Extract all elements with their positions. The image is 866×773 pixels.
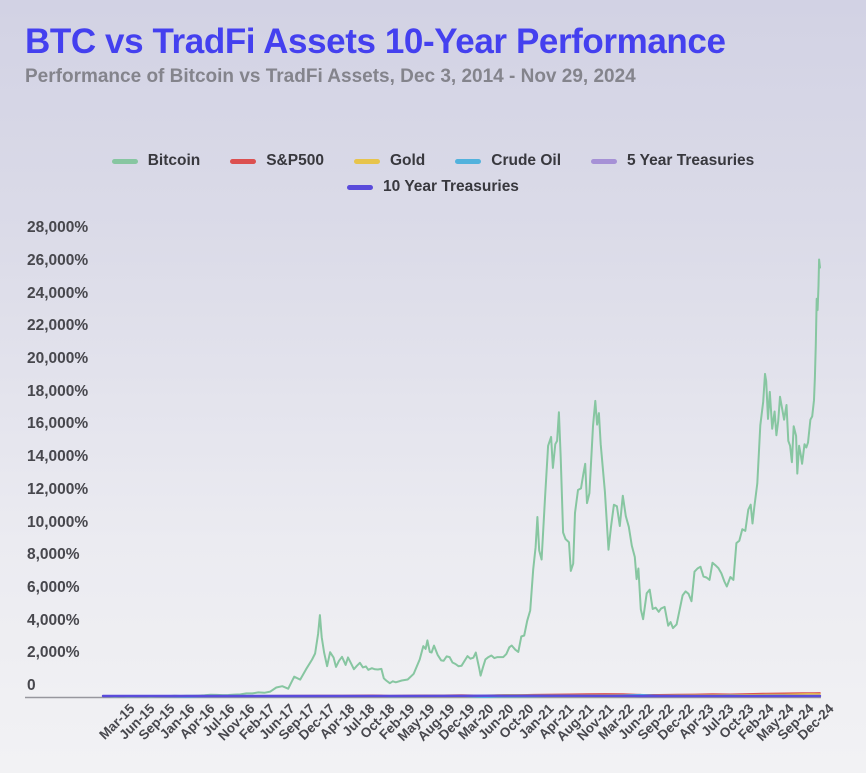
legend-item-gold: Gold [353, 152, 426, 170]
legend-label: Crude Oil [491, 152, 562, 169]
y-tick-label: 2,000% [27, 644, 80, 662]
page-title: BTC vs TradFi Assets 10-Year Performance [25, 22, 726, 61]
y-tick-label: 4,000% [27, 611, 80, 629]
y-tick-label: 18,000% [27, 382, 89, 400]
legend-swatch-icon [353, 158, 380, 164]
legend-item-bitcoin: Bitcoin [111, 152, 201, 170]
legend-swatch-icon [591, 158, 618, 164]
y-tick-label: 20,000% [27, 350, 89, 367]
legend-swatch-icon [347, 184, 374, 190]
y-tick-label: 26,000% [27, 251, 89, 269]
legend-label: 5 Year Treasuries [627, 152, 755, 169]
legend-item-5-year-treasuries: 5 Year Treasuries [591, 152, 754, 170]
legend-row: Bitcoin S&P500 Gold Crude Oil 5 Year Treasur… [0, 148, 866, 174]
y-tick-label: 0 [27, 677, 36, 694]
legend-swatch-icon [455, 158, 482, 164]
y-tick-label: 14,000% [27, 448, 89, 466]
y-tick-label: 10,000% [27, 513, 89, 531]
legend-item-s-p500: S&P500 [230, 152, 324, 170]
chart-legend: Bitcoin S&P500 Gold Crude Oil 5 Year Treasur… [0, 148, 866, 200]
y-tick-label: 22,000% [27, 317, 89, 335]
y-tick-label: 16,000% [27, 415, 89, 433]
legend-label: Bitcoin [147, 152, 201, 169]
legend-label: 10 Year Treasuries [383, 178, 519, 195]
y-tick-label: 6,000% [27, 578, 80, 596]
legend-item-crude-oil: Crude Oil [455, 152, 561, 170]
y-tick-label: 12,000% [27, 480, 89, 498]
legend-swatch-icon [230, 158, 257, 164]
legend-swatch-icon [111, 158, 138, 164]
y-tick-label: 28,000% [27, 219, 89, 237]
legend-row: 10 Year Treasuries [0, 174, 866, 200]
series-line-bitcoin [102, 258, 821, 698]
legend-item-10-year-treasuries: 10 Year Treasuries [347, 178, 519, 196]
y-tick-label: 8,000% [27, 546, 80, 564]
y-tick-label: 24,000% [27, 284, 89, 302]
legend-label: S&P500 [266, 152, 324, 169]
page-subtitle: Performance of Bitcoin vs TradFi Assets,… [25, 66, 636, 87]
legend-label: Gold [389, 152, 426, 169]
